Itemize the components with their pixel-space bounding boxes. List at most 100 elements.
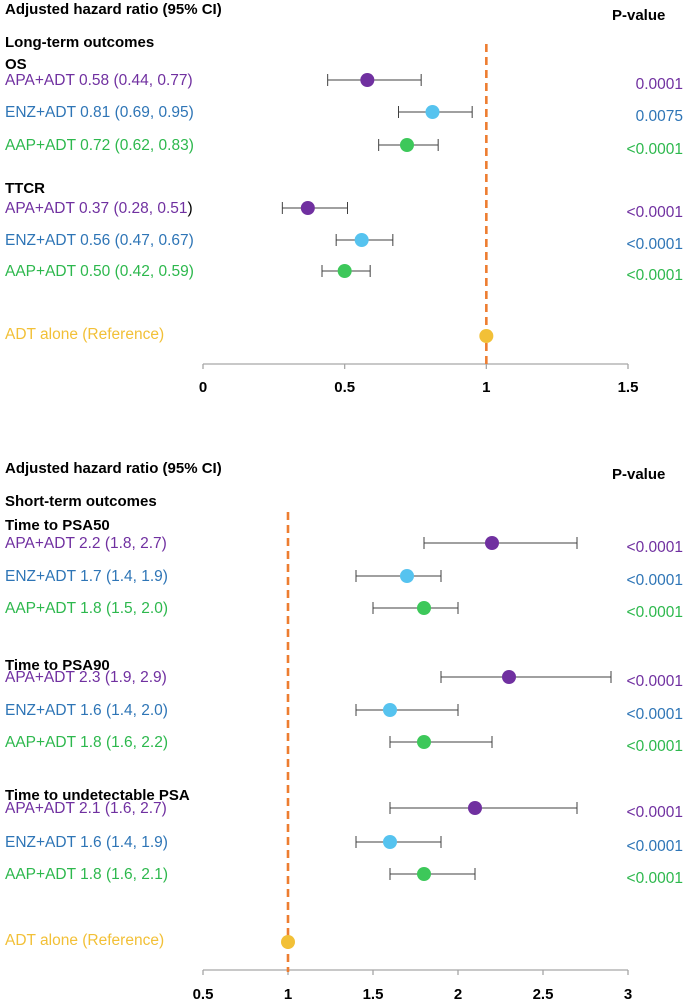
hr-point xyxy=(400,569,414,583)
row-label: APA+ADT 2.2 (1.8, 2.7) xyxy=(5,535,167,552)
arm-name: AAP+ADT xyxy=(5,734,80,751)
hazard-ratio: 0.56 xyxy=(80,232,114,249)
hazard-ratio: 0.37 xyxy=(79,200,113,217)
p-value: <0.0001 xyxy=(627,236,683,253)
group-title: OS xyxy=(5,56,27,73)
hr-point xyxy=(468,801,482,815)
confidence-interval: (1.4, 1.9) xyxy=(106,568,168,585)
hazard-ratio: 1.6 xyxy=(80,834,106,851)
section-title: Long-term outcomes xyxy=(5,34,154,51)
hazard-ratio: 1.8 xyxy=(80,734,106,751)
hr-point xyxy=(417,601,431,615)
forest-panel-1: Adjusted hazard ratio (95% CI) P-value Lon… xyxy=(5,1,683,396)
p-value: <0.0001 xyxy=(627,204,683,221)
group-title: Time to PSA90 xyxy=(5,657,110,674)
reference-point xyxy=(281,935,295,949)
arm-name: APA+ADT xyxy=(5,535,79,552)
arm-name: APA+ADT xyxy=(5,669,79,686)
x-tick-label: 1 xyxy=(284,986,292,1003)
hr-point xyxy=(502,670,516,684)
x-tick-label: 1.5 xyxy=(363,986,384,1003)
arm-name: AAP+ADT xyxy=(5,600,80,617)
hazard-ratio: 0.58 xyxy=(79,72,113,89)
panel-header: Adjusted hazard ratio (95% CI) xyxy=(5,460,222,477)
hazard-ratio: 1.6 xyxy=(80,702,106,719)
pvalue-header: P-value xyxy=(612,7,665,24)
p-value: <0.0001 xyxy=(627,141,683,158)
reference-point xyxy=(479,329,494,343)
arm-name: APA+ADT xyxy=(5,200,79,217)
hr-point xyxy=(383,835,397,849)
arm-name: ENZ+ADT xyxy=(5,104,80,121)
arm-name: APA+ADT xyxy=(5,72,79,89)
arm-name: ENZ+ADT xyxy=(5,834,80,851)
arm-name: ENZ+ADT xyxy=(5,702,80,719)
x-tick-label: 3 xyxy=(624,986,632,1003)
p-value: <0.0001 xyxy=(627,870,683,887)
confidence-interval: (0.69, 0.95) xyxy=(115,104,194,121)
hr-point xyxy=(354,233,369,247)
p-value: <0.0001 xyxy=(627,706,683,723)
confidence-interval: (0.42, 0.59) xyxy=(115,263,194,280)
p-value: <0.0001 xyxy=(627,804,683,821)
confidence-interval: (1.4, 1.9) xyxy=(106,834,168,851)
p-value: <0.0001 xyxy=(627,738,683,755)
hr-point xyxy=(383,703,397,717)
group-title: TTCR xyxy=(5,180,45,197)
forest-panel-2: Adjusted hazard ratio (95% CI) P-value Sho… xyxy=(5,460,683,1003)
confidence-interval: (0.62, 0.83) xyxy=(115,137,194,154)
pvalue-header: P-value xyxy=(612,466,665,483)
group-title: Time to PSA50 xyxy=(5,517,110,534)
p-value: <0.0001 xyxy=(627,539,683,556)
p-value: <0.0001 xyxy=(627,838,683,855)
hr-point xyxy=(360,73,375,87)
confidence-interval: (0.47, 0.67) xyxy=(115,232,194,249)
x-tick-label: 2.5 xyxy=(533,986,554,1003)
hr-point xyxy=(417,867,431,881)
arm-name: AAP+ADT xyxy=(5,263,80,280)
row-label: ENZ+ADT 0.81 (0.69, 0.95) xyxy=(5,104,194,121)
hazard-ratio: 0.72 xyxy=(80,137,114,154)
hazard-ratio: 1.8 xyxy=(80,866,106,883)
p-value: <0.0001 xyxy=(627,267,683,284)
hr-point xyxy=(337,264,352,278)
row-label: AAP+ADT 1.8 (1.6, 2.2) xyxy=(5,734,168,751)
row-label: AAP+ADT 1.8 (1.5, 2.0) xyxy=(5,600,168,617)
reference-note: (Reference) xyxy=(82,326,164,343)
x-tick-label: 0 xyxy=(199,379,207,396)
hr-point xyxy=(425,105,440,119)
confidence-interval: (0.28, 0.51 xyxy=(113,200,187,217)
row-label: ENZ+ADT 1.6 (1.4, 2.0) xyxy=(5,702,168,719)
hazard-ratio: 2.1 xyxy=(79,800,105,817)
confidence-interval: (1.6, 2.1) xyxy=(106,866,168,883)
panel-header: Adjusted hazard ratio (95% CI) xyxy=(5,1,222,18)
group-title: Time to undetectable PSA xyxy=(5,787,190,804)
p-value: <0.0001 xyxy=(627,572,683,589)
row-label: ENZ+ADT 1.7 (1.4, 1.9) xyxy=(5,568,168,585)
reference-label: ADT alone (Reference) xyxy=(5,326,164,343)
hazard-ratio: 1.8 xyxy=(80,600,106,617)
ci-close-paren: ) xyxy=(188,200,193,217)
confidence-interval: (1.8, 2.7) xyxy=(105,535,167,552)
reference-note: (Reference) xyxy=(82,932,164,949)
arm-name: ENZ+ADT xyxy=(5,232,80,249)
row-label: AAP+ADT 1.8 (1.6, 2.1) xyxy=(5,866,168,883)
confidence-interval: (0.44, 0.77) xyxy=(113,72,192,89)
arm-name: AAP+ADT xyxy=(5,866,80,883)
section-title: Short-term outcomes xyxy=(5,493,157,510)
confidence-interval: (1.6, 2.2) xyxy=(106,734,168,751)
row-label: AAP+ADT 0.72 (0.62, 0.83) xyxy=(5,137,194,154)
x-tick-label: 1.5 xyxy=(618,379,639,396)
x-tick-label: 0.5 xyxy=(193,986,214,1003)
confidence-interval: (1.4, 2.0) xyxy=(106,702,168,719)
p-value: 0.0001 xyxy=(636,76,683,93)
confidence-interval: (1.5, 2.0) xyxy=(106,600,168,617)
arm-name: AAP+ADT xyxy=(5,137,80,154)
reference-arm: ADT alone xyxy=(5,932,82,949)
row-label: APA+ADT 2.1 (1.6, 2.7) xyxy=(5,800,167,817)
hazard-ratio: 2.3 xyxy=(79,669,105,686)
p-value: <0.0001 xyxy=(627,604,683,621)
hazard-ratio: 0.50 xyxy=(80,263,114,280)
hr-point xyxy=(485,536,499,550)
